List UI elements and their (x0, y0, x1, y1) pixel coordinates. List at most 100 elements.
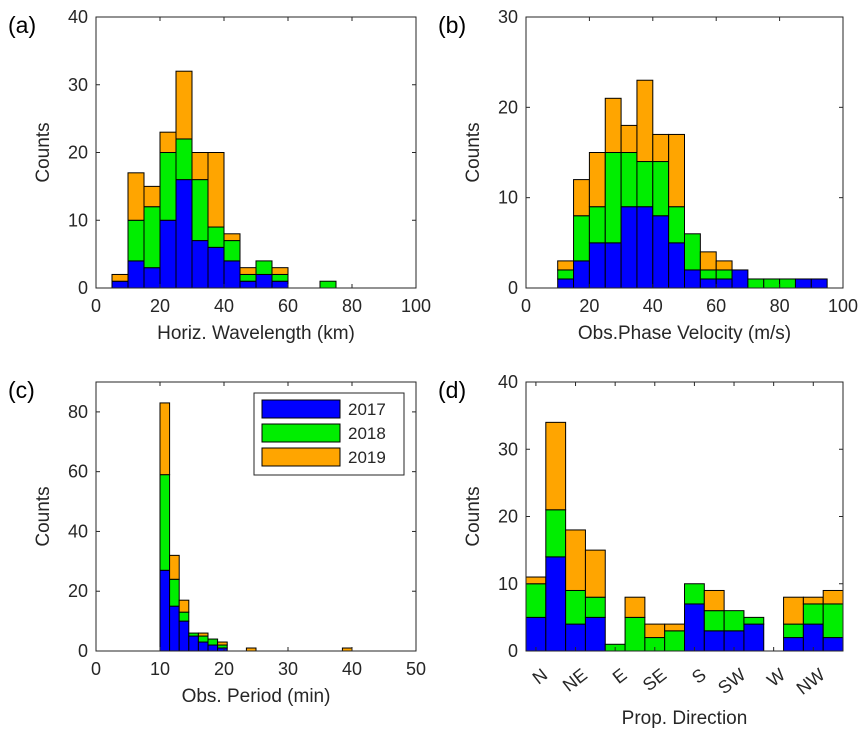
y-tick-label: 30 (68, 75, 88, 95)
legend-label-2019: 2019 (348, 448, 386, 467)
bar-2017-1 (545, 556, 567, 652)
bar-2019-6 (217, 641, 228, 646)
bar-2019-1 (127, 172, 145, 221)
panel-label: (d) (438, 377, 466, 403)
x-tick-label: 100 (401, 296, 431, 316)
x-tick-label: W (763, 664, 789, 690)
bar-2019-6 (644, 623, 666, 639)
y-tick-label: 0 (78, 278, 88, 298)
bar-2018-3 (159, 152, 177, 221)
bar-2019-6 (207, 152, 225, 228)
bar-2017-1 (127, 260, 145, 289)
bar-2017-8 (239, 280, 257, 289)
bar-2018-15 (822, 603, 844, 639)
x-tick-label: 40 (214, 296, 234, 316)
bar-2017-2 (588, 242, 606, 289)
y-tick-label: 10 (68, 210, 88, 230)
bar-2019-1 (545, 421, 567, 511)
bar-2018-1 (127, 219, 145, 262)
y-tick-label: 60 (68, 462, 88, 482)
bar-2018-8 (684, 233, 701, 271)
x-tick-label: 0 (91, 659, 101, 679)
bar-2018-2 (178, 611, 190, 622)
x-tick-label: 40 (643, 296, 663, 316)
bar-2019-4 (175, 70, 193, 140)
bar-2017-7 (668, 242, 686, 289)
bar-2019-14 (802, 596, 824, 605)
bar-2019-15 (822, 589, 844, 605)
bar-2017-9 (699, 278, 717, 289)
bar-2018-5 (624, 616, 646, 652)
bar-2017-2 (565, 623, 586, 652)
x-tick-label: SW (714, 664, 749, 698)
x-tick-label: NE (559, 664, 591, 695)
bar-2018-13 (319, 280, 337, 289)
panel-b: 0 10 20 30 0 20 40 60 80 100 Obs.Phase Velocity (m… (438, 7, 858, 344)
panel-label: (c) (8, 377, 35, 403)
bar-2018-3 (604, 152, 622, 244)
x-tick-label: SE (639, 664, 670, 695)
x-tick-label: 50 (406, 659, 426, 679)
bar-2017-5 (636, 206, 654, 289)
bar-2019-1 (573, 179, 590, 217)
bar-2018-6 (652, 161, 670, 217)
bar-2017-11 (743, 623, 765, 652)
bar-2018-9 (255, 260, 273, 275)
y-tick-label: 20 (68, 581, 88, 601)
bar-2019-5 (191, 152, 209, 181)
bar-2017-0 (557, 278, 575, 289)
bar-2017-9 (255, 273, 273, 289)
bar-2018-14 (779, 278, 796, 289)
bar-2019-8 (239, 267, 257, 275)
x-tick-label: 60 (278, 296, 298, 316)
axes-box (95, 381, 417, 652)
legend-swatch-2018 (261, 423, 341, 443)
x-tick-label: 60 (706, 296, 726, 316)
bar-2018-6 (207, 226, 225, 248)
x-tick-label: 80 (770, 296, 790, 316)
bar-2018-5 (191, 179, 209, 242)
bar-2017-1 (573, 260, 590, 289)
legend-swatch-2019 (261, 447, 341, 467)
bar-2018-10 (723, 610, 745, 632)
bar-2017-13 (783, 637, 804, 652)
panel-label: (b) (438, 12, 466, 38)
bar-2019-7 (223, 233, 241, 242)
bar-2019-7 (668, 133, 686, 208)
x-axis-label: Horiz. Wavelength (km) (157, 323, 355, 344)
x-tick-label: 0 (91, 296, 101, 316)
y-tick-label: 40 (68, 521, 88, 541)
bar-2017-5 (191, 240, 209, 289)
bar-2019-2 (588, 152, 606, 208)
bar-2017-0 (111, 280, 129, 289)
bar-2017-4 (620, 206, 638, 289)
y-tick-label: 0 (78, 641, 88, 661)
bar-2018-2 (565, 589, 586, 625)
bar-2019-0 (557, 260, 575, 271)
panel-d: 0 10 20 30 40 N NE E SE S SW W NW Prop. Direction Coun… (438, 372, 844, 729)
x-axis-label: Obs.Phase Velocity (m/s) (578, 323, 791, 344)
y-tick-label: 0 (508, 641, 518, 661)
bar-2019-2 (143, 185, 161, 208)
bar-2018-3 (584, 596, 606, 618)
legend-label-2017: 2017 (348, 400, 386, 419)
bar-2018-13 (763, 278, 781, 289)
bar-2017-2 (178, 620, 190, 652)
x-tick-label: 20 (214, 659, 234, 679)
bar-2017-11 (731, 269, 749, 289)
bar-2017-8 (684, 603, 705, 652)
bar-2018-13 (783, 623, 804, 639)
x-tick-label: E (609, 664, 631, 687)
x-tick-label: 20 (150, 296, 170, 316)
y-tick-label: 40 (68, 7, 88, 27)
bar-2017-15 (822, 637, 844, 652)
bar-2017-0 (159, 569, 171, 652)
bar-2019-3 (584, 549, 606, 598)
bar-2017-1 (169, 605, 180, 652)
bar-2019-3 (604, 97, 622, 154)
y-tick-label: 30 (498, 439, 518, 459)
bar-2017-3 (188, 635, 199, 652)
bar-2017-8 (684, 269, 701, 289)
y-axis-label: Counts (463, 486, 484, 546)
